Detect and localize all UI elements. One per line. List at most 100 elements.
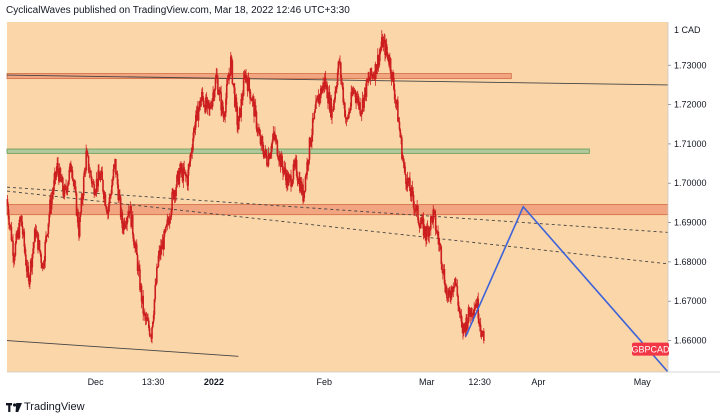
candle-body xyxy=(401,137,403,159)
candle-body xyxy=(404,166,406,175)
candle-body xyxy=(205,97,207,113)
price-axis[interactable]: 1.73000 1.72000 1.71000 1.70000 1.69000 1.680… xyxy=(631,22,720,372)
candle-body xyxy=(97,170,99,187)
candle-body xyxy=(82,176,85,196)
zone-support-1 xyxy=(6,148,590,154)
candle-body xyxy=(70,170,73,172)
candle-body xyxy=(37,240,40,250)
candle-body xyxy=(413,209,416,211)
candle-body xyxy=(313,112,316,120)
candle-body xyxy=(316,95,319,100)
candle-body xyxy=(90,177,93,184)
candle-body xyxy=(298,177,300,184)
plot-area[interactable] xyxy=(6,22,669,373)
candle-body xyxy=(422,218,425,236)
candle-body xyxy=(133,241,136,249)
candle-body xyxy=(423,226,426,236)
candle-body xyxy=(216,74,218,80)
candle-body xyxy=(17,229,19,238)
candle-body xyxy=(234,97,237,107)
candle-body xyxy=(104,194,107,207)
candle-body xyxy=(458,305,460,309)
candle-body xyxy=(461,321,463,328)
candle-body xyxy=(452,288,455,293)
candle-body xyxy=(45,235,48,237)
time-tick-label: Mar xyxy=(419,377,435,387)
candle-body xyxy=(335,88,337,92)
candle-body xyxy=(479,324,482,332)
candle-body xyxy=(41,262,43,269)
candle-body xyxy=(56,163,59,171)
candle-body xyxy=(372,75,375,78)
candle-body xyxy=(327,98,329,104)
candle-body xyxy=(340,77,343,83)
candle-body xyxy=(367,77,369,82)
candle-body xyxy=(197,106,199,121)
candle-body xyxy=(307,161,309,166)
candle-body xyxy=(370,68,373,76)
candle-body xyxy=(140,285,143,302)
candle-body xyxy=(31,254,34,268)
candle-body xyxy=(264,149,267,154)
candle-body xyxy=(67,180,70,186)
candle-body xyxy=(465,317,467,332)
candle-body xyxy=(265,149,267,156)
candle-body xyxy=(353,89,356,91)
candle-body xyxy=(188,160,191,164)
candle-body xyxy=(239,108,242,117)
candle-body xyxy=(476,298,479,308)
candle-body xyxy=(462,327,464,334)
candle-body xyxy=(389,58,391,65)
candle-body xyxy=(131,215,133,227)
candle-body xyxy=(453,286,455,289)
candle-body xyxy=(58,168,61,182)
candle-body xyxy=(302,184,304,202)
candle-body xyxy=(287,178,290,186)
candle-body xyxy=(223,116,226,118)
candle-body xyxy=(333,99,336,104)
candle-body xyxy=(394,99,397,101)
candle-body xyxy=(177,170,180,185)
candle-body xyxy=(276,140,279,156)
candle-body xyxy=(306,161,308,176)
candle-body xyxy=(60,176,63,183)
candle-body xyxy=(64,185,67,188)
candle-body xyxy=(40,254,42,263)
time-tick-label: 2022 xyxy=(204,377,224,387)
candle-body xyxy=(118,194,120,201)
candle-body xyxy=(416,205,418,207)
candle-body xyxy=(343,102,345,104)
candle-body xyxy=(120,212,123,218)
candle-body xyxy=(410,187,413,197)
candle-body xyxy=(74,185,76,187)
candle-body xyxy=(7,205,10,216)
candle-body xyxy=(314,108,316,113)
candle-body xyxy=(21,226,24,235)
candle-body xyxy=(309,137,312,146)
candle-body xyxy=(311,118,314,136)
time-tick-label: Dec xyxy=(88,377,105,387)
candle-body xyxy=(82,195,84,201)
candle-body xyxy=(400,137,402,139)
candle-body xyxy=(124,225,127,228)
candle-body xyxy=(303,190,306,192)
candle-body xyxy=(403,162,406,167)
candle-body xyxy=(176,175,178,188)
candle-body xyxy=(481,333,484,337)
candle-body xyxy=(385,43,388,53)
candle-body xyxy=(21,215,23,227)
candle-body xyxy=(361,98,364,111)
candle-body xyxy=(378,54,381,65)
candle-body xyxy=(319,94,321,99)
candle-body xyxy=(285,174,287,186)
candle-body xyxy=(327,92,330,104)
time-axis[interactable]: Dec 13:30 2022 Feb Mar 12:30 Apr May xyxy=(7,371,720,397)
candle-body xyxy=(418,224,421,229)
candle-body xyxy=(123,220,126,228)
candle-body xyxy=(411,187,414,192)
candle-body xyxy=(283,167,286,171)
candle-body xyxy=(37,232,39,250)
candle-body xyxy=(345,118,348,120)
candle-body xyxy=(141,295,144,302)
